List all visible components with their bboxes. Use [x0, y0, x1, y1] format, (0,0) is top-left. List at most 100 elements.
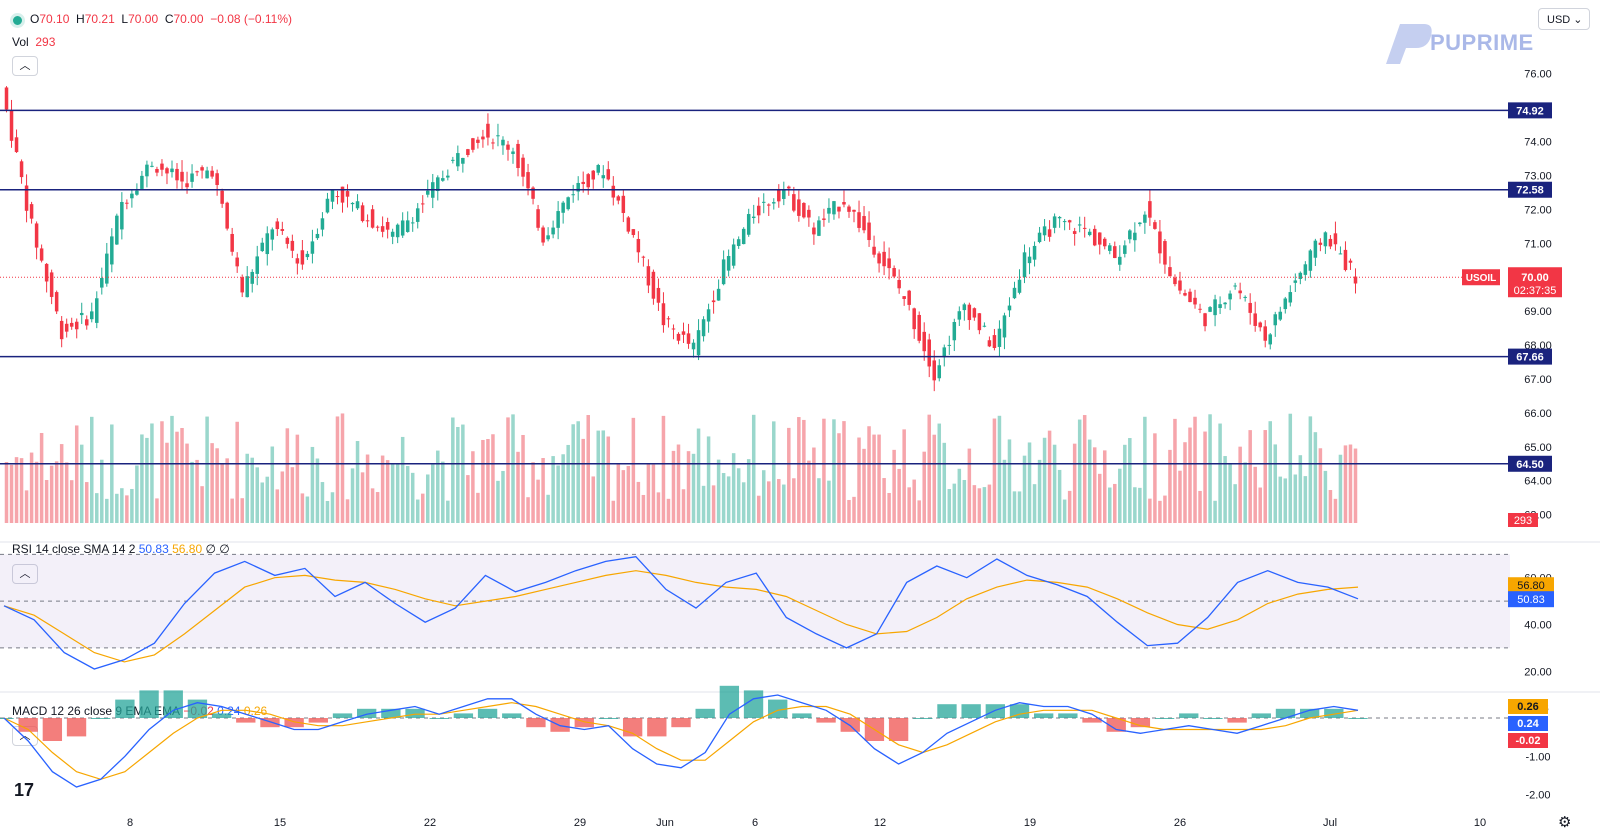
volume-bar: [566, 444, 570, 523]
time-axis-tick: 8: [127, 817, 133, 829]
volume-bar: [120, 488, 124, 523]
level-tag-label: 67.66: [1516, 352, 1544, 364]
candle-body: [691, 342, 696, 350]
candle-body: [1343, 249, 1348, 271]
volume-bar: [330, 492, 335, 523]
candle-body: [1047, 229, 1052, 237]
volume-bar: [772, 421, 776, 523]
candle-body: [857, 212, 861, 228]
candle-body: [140, 175, 144, 189]
volume-bar: [110, 424, 114, 523]
volume-bar: [777, 479, 781, 523]
time-axis-tick: 19: [1024, 817, 1036, 829]
volume-bar: [681, 489, 686, 523]
volume-bar: [140, 434, 144, 523]
volume-bar: [220, 464, 224, 523]
candle-body: [270, 229, 275, 240]
volume-bar: [1233, 484, 1237, 523]
collapse-main-chevron-icon[interactable]: ︿: [12, 56, 38, 76]
volume-bar: [952, 483, 957, 523]
candle-body: [751, 216, 756, 219]
volume-bar: [1118, 468, 1122, 523]
candle-body: [1032, 245, 1037, 260]
volume-bar: [385, 460, 390, 523]
volume-bar: [180, 428, 184, 523]
macd-value-tag-label: -0.02: [1515, 735, 1540, 747]
volume-bar: [1148, 498, 1152, 523]
volume-bar: [997, 415, 1002, 523]
candle-body: [1178, 280, 1182, 291]
volume-bar: [731, 453, 736, 523]
candle-body: [987, 340, 992, 347]
candle-body: [756, 205, 761, 216]
candle-body: [661, 303, 666, 326]
macd-histogram-bar: [1058, 713, 1078, 718]
candle-body: [350, 202, 355, 205]
volume-bar: [415, 499, 420, 523]
time-axis-tick: 12: [874, 817, 886, 829]
candle-body: [125, 202, 129, 204]
currency-selector[interactable]: USD ⌄: [1538, 8, 1590, 30]
candle-body: [1163, 241, 1167, 265]
candle-body: [205, 170, 209, 179]
candle-body: [701, 319, 706, 337]
macd-value-tag: [1508, 733, 1548, 748]
candle-body: [1062, 221, 1067, 223]
candle-body: [852, 209, 856, 212]
macd-histogram-bar: [91, 718, 111, 719]
time-axis-tick: 22: [424, 817, 436, 829]
volume-bar: [1213, 500, 1217, 523]
volume-bar: [561, 454, 565, 523]
volume-bar: [425, 474, 430, 523]
volume-bar: [571, 424, 575, 523]
candle-body: [792, 194, 796, 211]
candle-body: [782, 189, 786, 199]
candle-body: [24, 185, 29, 211]
volume-bar: [1293, 474, 1298, 523]
collapse-rsi-chevron-icon[interactable]: ︿: [12, 564, 38, 584]
level-tag: [1508, 102, 1552, 119]
candle-body: [681, 331, 686, 335]
volume-bar: [1143, 416, 1147, 523]
volume-bar: [496, 480, 500, 523]
macd-histogram-bar: [1130, 718, 1151, 728]
candle-body: [726, 255, 731, 271]
candle-body: [1123, 245, 1127, 254]
settings-gear-icon[interactable]: ⚙: [1558, 814, 1572, 831]
volume-bar: [942, 442, 947, 523]
volume-bar: [827, 480, 831, 523]
candle-body: [340, 186, 345, 203]
candle-body: [1278, 311, 1283, 320]
macd-histogram-bar: [1106, 718, 1126, 732]
candle-body: [621, 195, 626, 214]
volume-bar: [125, 495, 129, 523]
candle-body: [601, 175, 606, 179]
volume-bar: [666, 498, 671, 523]
candle-body: [1298, 272, 1303, 279]
volume-bar: [937, 423, 942, 523]
volume-bar: [581, 438, 585, 523]
volume-bar: [616, 463, 621, 523]
volume-bar: [225, 458, 229, 523]
macd-histogram-bar: [647, 718, 667, 737]
candle-body: [1293, 280, 1298, 283]
candle-body: [511, 151, 515, 154]
volume-bar: [155, 498, 159, 523]
volume-bar: [1087, 439, 1092, 523]
volume-bar: [526, 497, 530, 523]
volume-bar: [1278, 476, 1283, 523]
volume-bar: [1198, 490, 1202, 523]
volume-bar: [761, 470, 766, 523]
candle-body: [225, 202, 229, 229]
candle-body: [531, 187, 535, 199]
candle-body: [1353, 276, 1358, 284]
candle-body: [220, 190, 224, 204]
macd-histogram-bar: [453, 713, 474, 718]
candle-body: [1173, 277, 1177, 285]
volume-bar: [410, 472, 415, 523]
brand-name: PUPRIME: [1430, 30, 1534, 55]
volume-bar: [340, 413, 345, 523]
volume-bar: [1273, 444, 1278, 523]
candle-body: [1263, 326, 1267, 341]
